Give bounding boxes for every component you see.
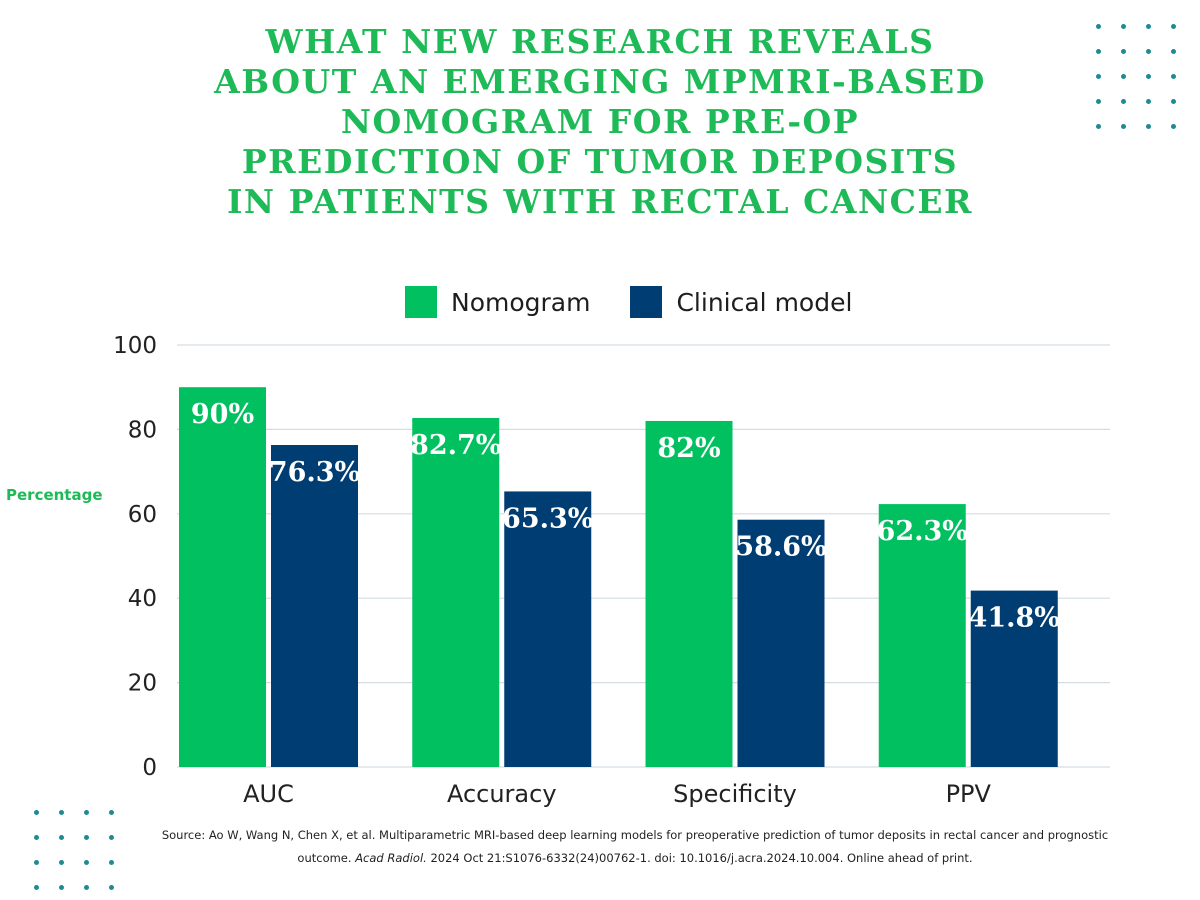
decorative-dot: [1171, 74, 1176, 79]
decorative-dot: [34, 860, 39, 865]
x-tick-label: PPV: [946, 780, 992, 808]
decorative-dot: [59, 885, 64, 890]
y-axis-label: Percentage: [6, 486, 103, 504]
decorative-dot: [1171, 49, 1176, 54]
bar-data-label: 62.3%: [877, 516, 968, 547]
decorative-dot: [84, 860, 89, 865]
legend-label-clinical-model: Clinical model: [676, 287, 853, 317]
bar-data-label: 90%: [191, 399, 254, 430]
y-tick-label: 80: [128, 417, 157, 443]
legend-item-clinical-model: Clinical model: [630, 286, 852, 318]
decorative-dot: [84, 810, 89, 815]
bar-data-label: 58.6%: [735, 532, 826, 563]
decorative-dot: [1121, 49, 1126, 54]
decorative-dot: [1171, 124, 1176, 129]
decorative-dot: [59, 810, 64, 815]
decorative-dot: [1121, 24, 1126, 29]
decorative-dot: [1146, 99, 1151, 104]
decorative-dot: [109, 860, 114, 865]
decorative-dot-grid-bottom-left: [34, 810, 114, 890]
chart-legend: Nomogram Clinical model: [405, 286, 892, 318]
decorative-dot: [1146, 24, 1151, 29]
legend-swatch-clinical-model: [630, 286, 663, 318]
x-tick-label: Accuracy: [447, 780, 557, 808]
decorative-dot: [59, 835, 64, 840]
decorative-dot: [1096, 99, 1101, 104]
bar-clinical-model: [271, 445, 358, 767]
bar-nomogram: [878, 504, 966, 767]
y-tick-label: 40: [128, 586, 157, 612]
title-line: WHAT NEW RESEARCH REVEALS: [265, 22, 935, 61]
y-tick-label: 20: [128, 671, 157, 697]
decorative-dot: [1171, 99, 1176, 104]
title-line: PREDICTION OF TUMOR DEPOSITS: [241, 142, 959, 181]
decorative-dot: [109, 835, 114, 840]
bar-clinical-model: [504, 491, 592, 767]
bar-data-label: 82.7%: [410, 430, 501, 461]
decorative-dot: [1121, 99, 1126, 104]
legend-swatch-nomogram: [405, 286, 437, 318]
source-text: Source: Ao W, Wang N, Chen X, et al. Mul…: [161, 828, 1109, 865]
source-text-continued: 2024 Oct 21:S1076-6332(24)00762-1. doi: …: [426, 851, 973, 865]
decorative-dot: [84, 835, 89, 840]
bar-data-label: 65.3%: [502, 503, 593, 534]
source-journal: Acad Radiol.: [355, 851, 427, 865]
source-citation: Source: Ao W, Wang N, Chen X, et al. Mul…: [150, 824, 1120, 870]
decorative-dot: [1096, 124, 1101, 129]
decorative-dot: [84, 885, 89, 890]
decorative-dot: [1121, 74, 1126, 79]
y-tick-label: 100: [113, 333, 157, 359]
x-tick-label: Specificity: [673, 780, 797, 808]
decorative-dot: [109, 810, 114, 815]
decorative-dot: [1121, 124, 1126, 129]
decorative-dot: [1096, 74, 1101, 79]
title-line: ABOUT AN EMERGING MPMRI-BASED: [214, 62, 986, 101]
bar-nomogram: [179, 387, 266, 767]
x-tick-label: AUC: [243, 780, 294, 808]
bar-clinical-model: [737, 519, 825, 767]
y-tick-label: 0: [142, 755, 157, 781]
decorative-dot-grid-top-right: [1096, 24, 1176, 129]
title-line: NOMOGRAM FOR PRE-OP: [340, 102, 860, 141]
legend-item-nomogram: Nomogram: [405, 286, 590, 318]
decorative-dot: [109, 885, 114, 890]
bar-nomogram: [645, 420, 733, 767]
decorative-dot: [34, 885, 39, 890]
decorative-dot: [1171, 24, 1176, 29]
decorative-dot: [59, 860, 64, 865]
decorative-dot: [34, 810, 39, 815]
decorative-dot: [1096, 49, 1101, 54]
bar-data-label: 82%: [657, 433, 720, 464]
legend-label-nomogram: Nomogram: [451, 287, 591, 317]
bar-data-label: 41.8%: [969, 603, 1060, 634]
decorative-dot: [1146, 49, 1151, 54]
y-tick-label: 60: [128, 502, 157, 528]
title-line: IN PATIENTS WITH RECTAL CANCER: [227, 182, 973, 221]
bar-clinical-model: [970, 590, 1058, 767]
decorative-dot: [34, 835, 39, 840]
decorative-dot: [1146, 74, 1151, 79]
decorative-dot: [1146, 124, 1151, 129]
decorative-dot: [1096, 24, 1101, 29]
bar-nomogram: [412, 418, 500, 767]
infographic-title: WHAT NEW RESEARCH REVEALS ABOUT AN EMERG…: [150, 22, 1050, 222]
bar-data-label: 76.3%: [269, 457, 360, 488]
